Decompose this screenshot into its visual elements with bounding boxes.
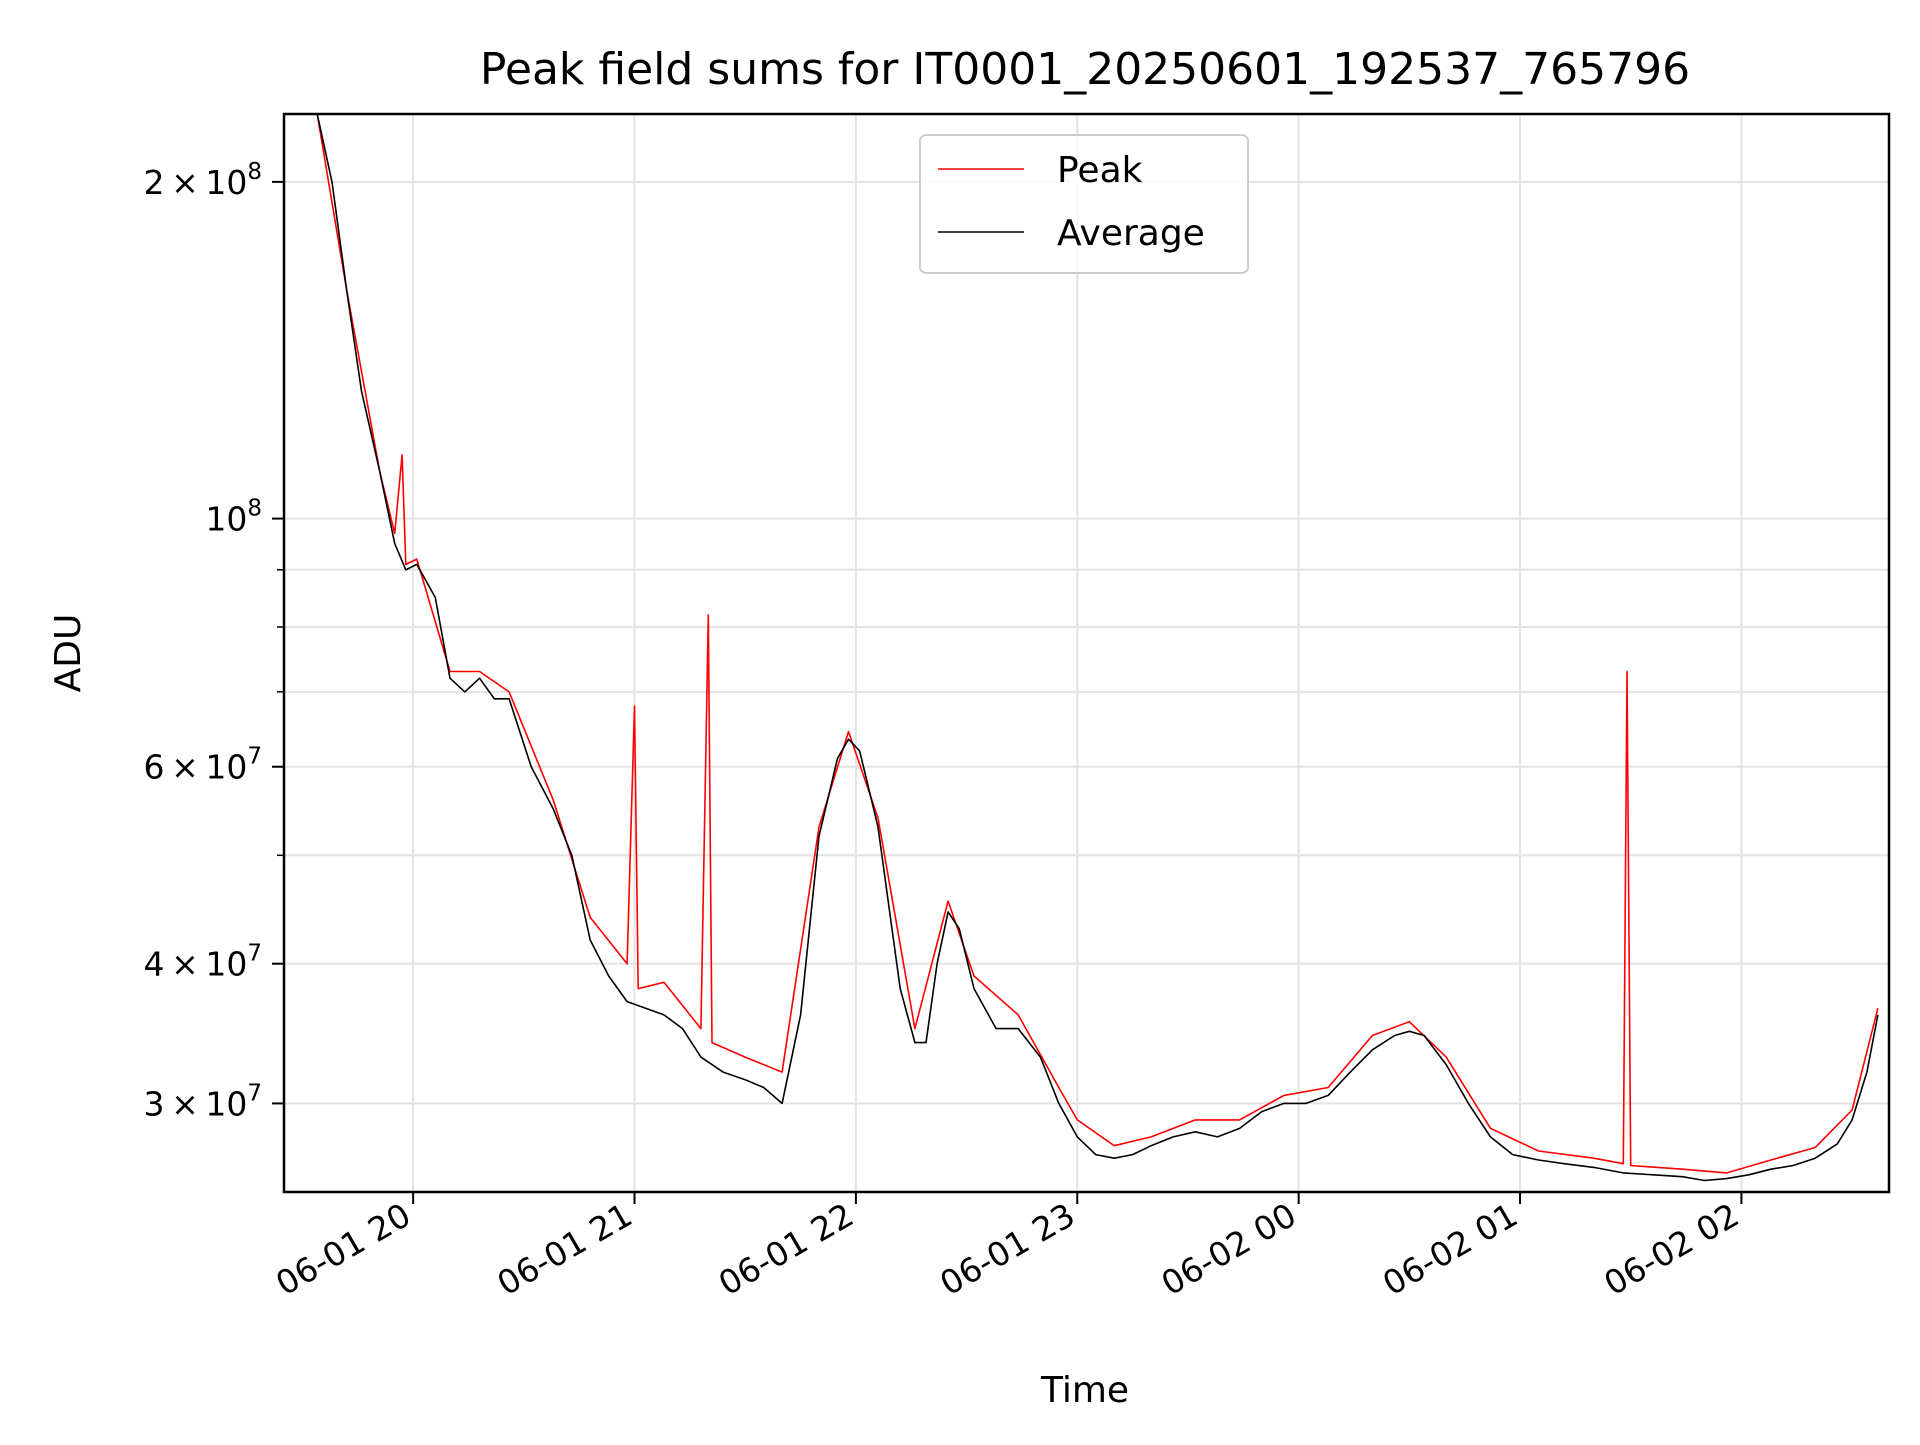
x-axis-label: Time	[1040, 1370, 1129, 1411]
y-tick-label: 6 × 107	[144, 744, 262, 787]
series-line-peak	[284, 113, 1879, 1174]
y-tick-label: 108	[205, 496, 262, 539]
series-layer	[284, 113, 1879, 1182]
series-line-average	[284, 113, 1879, 1182]
y-axis-label: ADU	[48, 614, 89, 693]
grid	[284, 114, 1889, 1192]
y-tick-label: 4 × 107	[144, 941, 262, 984]
y-tick-label: 2 × 108	[144, 159, 262, 202]
legend: Peak Average	[919, 134, 1249, 274]
legend-label-peak: Peak	[1057, 150, 1143, 191]
legend-label-average: Average	[1057, 213, 1205, 254]
y-tick-label: 3 × 107	[144, 1080, 262, 1123]
plot-frame	[282, 112, 1891, 1194]
chart-title: Peak field sums for IT0001_20250601_1925…	[480, 44, 1690, 95]
y-axis: 3 × 107 4 × 107 6 × 107 108 2 × 108	[144, 159, 284, 1123]
